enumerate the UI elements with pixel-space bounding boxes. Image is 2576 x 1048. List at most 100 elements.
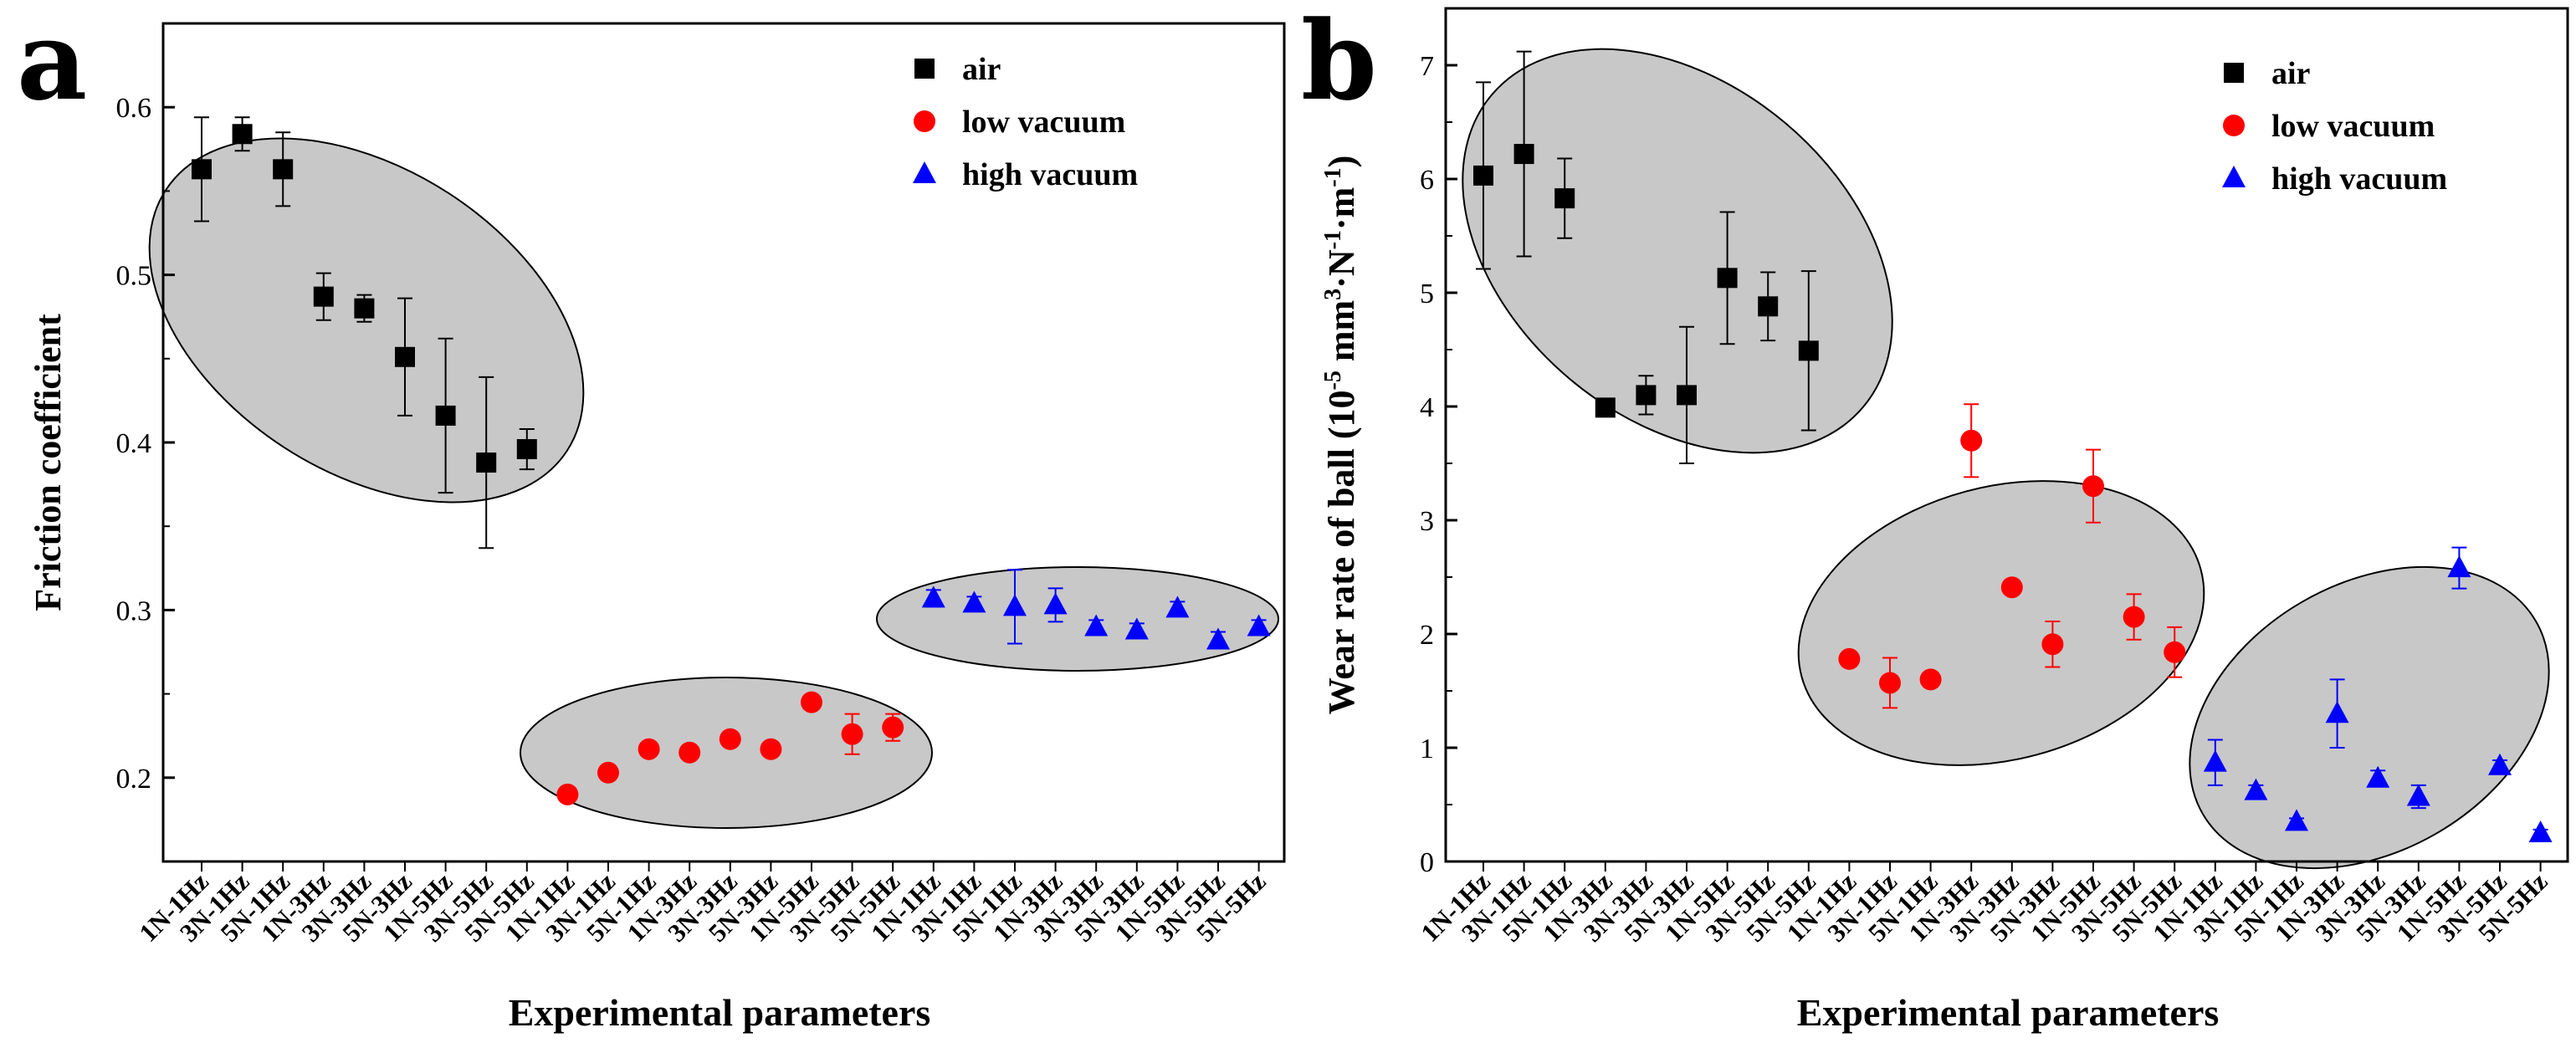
legend: air low vacuum high vacuum (913, 52, 1138, 192)
square-marker (435, 405, 456, 426)
y-axis-label: Friction coefficient (28, 314, 69, 611)
circle-marker (1838, 647, 1861, 670)
air-group-ellipse (1462, 48, 1893, 454)
legend: air low vacuum high vacuum (2222, 56, 2447, 197)
y-label-sup: -1 (1320, 167, 1346, 187)
y-tick-label: 0.2 (116, 764, 152, 795)
square-marker (516, 439, 537, 460)
circle-marker (719, 728, 741, 750)
circle-marker (2223, 115, 2245, 136)
triangle-marker (2447, 555, 2471, 578)
y-tick-label: 5 (1420, 279, 1434, 309)
y-label-sup: -5 (1320, 371, 1346, 390)
data-marks (192, 116, 1271, 805)
triangle-marker (2203, 749, 2227, 772)
legend-label: high vacuum (962, 157, 1138, 192)
triangle-marker (2528, 821, 2553, 842)
y-tick-label: 0 (1420, 847, 1434, 878)
triangle-marker (1206, 627, 1230, 650)
square-marker (1677, 385, 1697, 406)
square-marker (1554, 188, 1575, 209)
x-axis: 1N-1Hz3N-1Hz5N-1Hz1N-3Hz3N-3Hz5N-3Hz1N-5… (1415, 861, 2553, 948)
triangle-marker (1124, 617, 1149, 640)
square-marker (1636, 385, 1657, 406)
square-marker (914, 59, 935, 79)
circle-marker (801, 691, 822, 713)
square-marker (354, 298, 375, 319)
square-marker (476, 452, 497, 473)
legend-label: air (2271, 56, 2311, 91)
square-marker (1798, 340, 1819, 361)
high-vacuum-group-ellipse (2189, 565, 2550, 870)
triangle-marker (913, 161, 936, 183)
triangle-marker (962, 590, 986, 613)
triangle-marker (2285, 809, 2308, 831)
square-marker (1595, 397, 1616, 418)
square-marker (192, 159, 212, 180)
legend-label: low vacuum (2271, 109, 2435, 144)
square-marker (1473, 165, 1493, 186)
circle-marker (556, 783, 579, 805)
square-marker (2224, 63, 2244, 83)
y-tick-label: 3 (1420, 506, 1434, 537)
legend-label: air (962, 52, 1001, 87)
data-marks (1473, 50, 2553, 842)
square-marker (273, 159, 294, 180)
circle-marker (638, 738, 660, 760)
circle-marker (1879, 672, 1901, 694)
square-marker (232, 124, 253, 145)
triangle-marker (921, 585, 945, 608)
panel-a: 0.2 0.3 0.4 0.5 0.6 1N-1Hz3N-1Hz5N-1Hz1N-3Hz… (17, 0, 1286, 1034)
circle-marker (1919, 668, 1942, 691)
y-label-sup: -1 (1320, 230, 1346, 249)
circle-marker (2000, 576, 2023, 599)
square-marker (395, 346, 415, 367)
y-tick-label: 2 (1420, 620, 1434, 651)
x-axis-label: Experimental parameters (509, 991, 931, 1034)
circle-marker (679, 741, 701, 764)
circle-marker (597, 761, 619, 784)
circle-marker (1960, 429, 1983, 452)
circle-marker (914, 110, 935, 132)
circle-marker (882, 716, 904, 739)
x-axis: 1N-1Hz3N-1Hz5N-1Hz1N-3Hz3N-3Hz5N-3Hz1N-5… (133, 861, 1272, 948)
x-axis-label: Experimental parameters (1797, 991, 2220, 1034)
square-marker (1758, 296, 1779, 317)
triangle-marker (2325, 701, 2349, 723)
y-label-main: Wear rate of ball (10 (1321, 390, 1362, 714)
plot-frame (1444, 7, 2569, 863)
y-tick-label: 0.3 (116, 596, 152, 626)
triangle-marker (1084, 614, 1109, 636)
triangle-marker (2366, 765, 2390, 788)
y-tick-label: 1 (1420, 734, 1434, 764)
triangle-marker (2488, 753, 2512, 775)
low-vacuum-group-ellipse (1797, 480, 2205, 766)
square-marker (1717, 268, 1738, 289)
y-axis: 0 1 2 3 4 5 6 7 (1420, 51, 1457, 878)
y-tick-label: 0.6 (116, 93, 152, 124)
panel-b: 0 1 2 3 4 5 6 7 1N-1Hz3N-1Hz5N-1Hz1N-3Hz3N-3Hz5… (1301, 0, 2569, 1034)
air-group-ellipse (148, 137, 585, 504)
panel-label: b (1301, 0, 1377, 125)
y-axis: 0.2 0.3 0.4 0.5 0.6 (116, 23, 175, 795)
circle-marker (760, 738, 782, 760)
y-tick-label: 0.5 (116, 261, 152, 292)
y-tick-label: 4 (1420, 392, 1434, 423)
triangle-marker (1165, 596, 1190, 618)
low-vacuum-group-ellipse (520, 677, 933, 829)
high-vacuum-group-ellipse (876, 566, 1279, 672)
circle-marker (2164, 641, 2186, 663)
legend-label: high vacuum (2271, 161, 2447, 197)
y-tick-label: 6 (1420, 165, 1434, 196)
square-marker (313, 286, 334, 307)
circle-marker (2082, 475, 2104, 498)
panel-label: a (17, 0, 87, 125)
y-tick-label: 0.4 (116, 428, 152, 459)
y-label-unit: mm (1321, 300, 1362, 371)
square-marker (1513, 144, 1534, 165)
triangle-marker (1003, 594, 1027, 616)
circle-marker (2041, 633, 2064, 656)
legend-label: low vacuum (962, 105, 1125, 140)
triangle-marker (2222, 166, 2246, 187)
